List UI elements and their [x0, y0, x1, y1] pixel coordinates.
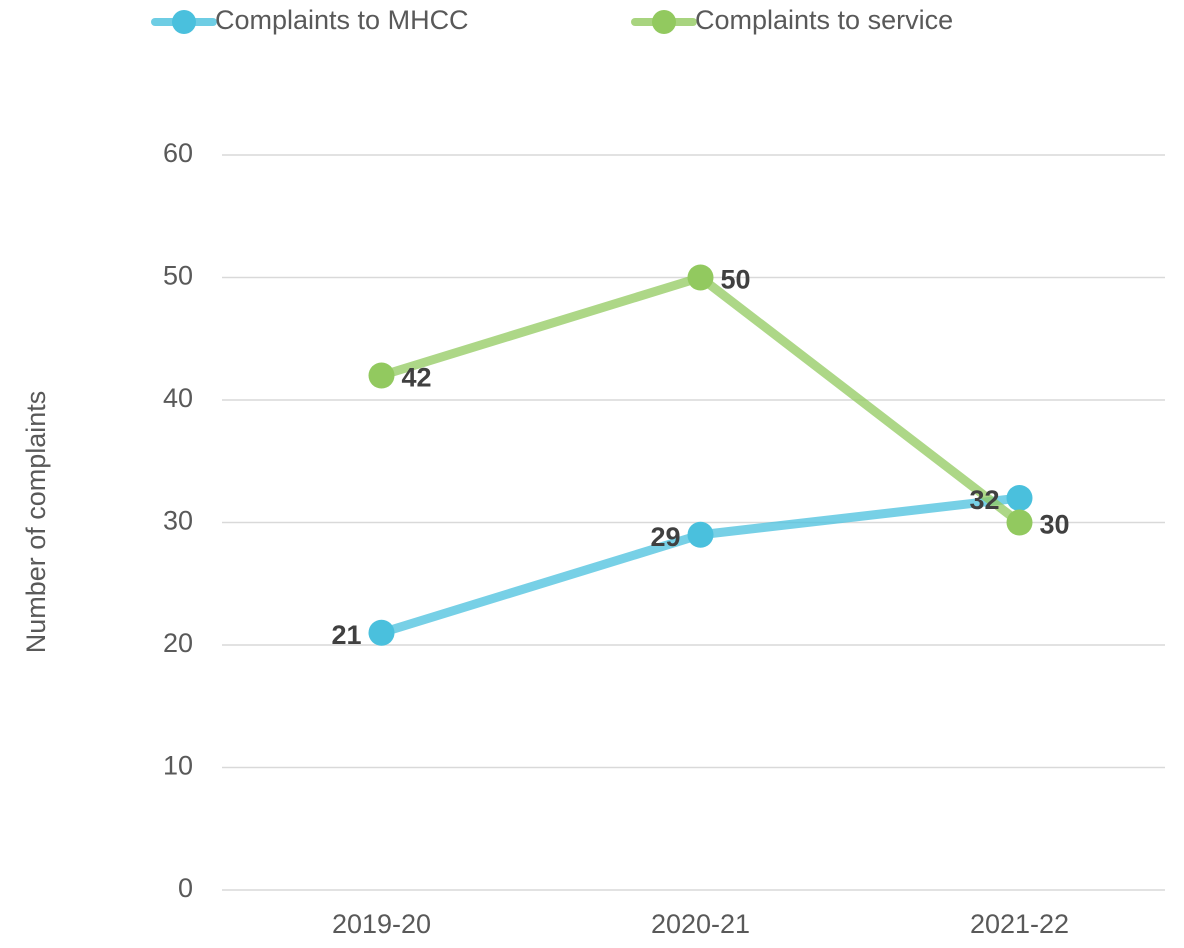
data-point	[687, 521, 714, 548]
data-label: 29	[650, 522, 680, 552]
data-label: 42	[402, 363, 432, 393]
y-tick-label: 10	[163, 751, 193, 781]
data-point	[1006, 509, 1033, 536]
x-tick-label: 2021-22	[970, 909, 1069, 939]
y-tick-label: 50	[163, 261, 193, 291]
legend-marker	[172, 10, 196, 34]
data-label: 30	[1040, 510, 1070, 540]
data-point	[368, 362, 395, 389]
y-tick-label: 60	[163, 138, 193, 168]
y-tick-label: 0	[178, 873, 193, 903]
data-point	[687, 264, 714, 291]
y-tick-label: 20	[163, 628, 193, 658]
legend-label: Complaints to MHCC	[215, 5, 469, 35]
data-point	[368, 619, 395, 646]
x-tick-label: 2019-20	[332, 909, 431, 939]
legend-label: Complaints to service	[695, 5, 953, 35]
series-line	[380, 493, 1021, 638]
data-label: 50	[721, 265, 751, 295]
y-tick-label: 40	[163, 383, 193, 413]
data-point	[1006, 485, 1033, 511]
legend-marker	[652, 10, 676, 34]
y-tick-label: 30	[163, 506, 193, 536]
y-axis-label: Number of complaints	[21, 391, 51, 654]
data-label: 21	[331, 620, 361, 650]
data-label: 32	[969, 485, 999, 515]
x-tick-label: 2020-21	[651, 909, 750, 939]
